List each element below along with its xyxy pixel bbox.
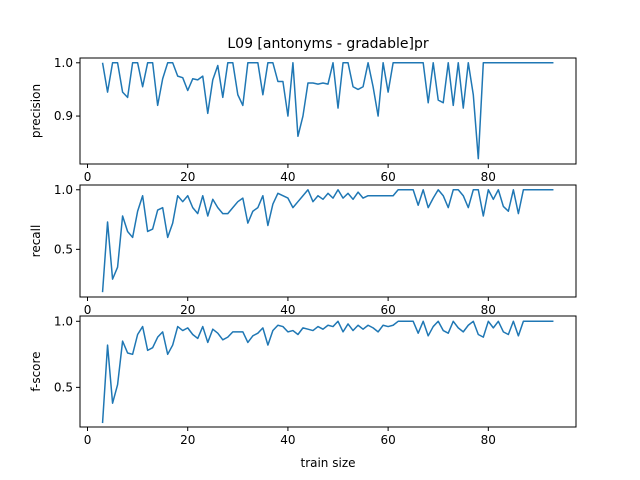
x-tick-label: 60 — [380, 433, 395, 447]
panel-recall: 0 20 40 60 80 0.5 1.0 recall — [29, 183, 577, 317]
y-axis-label-recall: recall — [29, 225, 43, 258]
y-tick-label: 1.0 — [54, 56, 73, 70]
panel-f-score: 0 20 40 60 80 0.5 1.0 f-score — [29, 314, 577, 447]
series-line-precision — [101, 62, 554, 160]
y-tick-label: 1.0 — [54, 314, 73, 328]
x-tick-label: 0 — [84, 433, 92, 447]
panel-precision: 0 20 40 60 80 0.9 1.0 precision — [29, 56, 577, 184]
x-tick-label: 20 — [180, 170, 195, 184]
x-tick-label: 40 — [280, 170, 295, 184]
y-axis-label-f-score: f-score — [29, 351, 43, 391]
axes-frame-recall — [79, 184, 577, 298]
x-axis-label: train size — [300, 456, 355, 470]
x-tick-label: 20 — [180, 433, 195, 447]
series-line-f-score — [101, 320, 554, 424]
x-tick-label: 40 — [280, 303, 295, 317]
chart-title: L09 [antonyms - gradable]pr — [227, 36, 429, 52]
x-tick-label: 20 — [180, 303, 195, 317]
chart-panels: 0 20 40 60 80 0.9 1.0 precision 0 20 40 60 80 0.5 1.0 r… — [29, 56, 577, 447]
y-tick-label: 0.5 — [54, 242, 73, 256]
x-tick-label: 0 — [84, 303, 92, 317]
y-tick-label: 1.0 — [54, 183, 73, 197]
x-tick-label: 60 — [380, 170, 395, 184]
axes-frame-f-score — [79, 315, 577, 428]
x-tick-label: 60 — [380, 303, 395, 317]
axes-frame-precision — [79, 57, 577, 165]
x-tick-label: 40 — [280, 433, 295, 447]
x-tick-label: 80 — [481, 170, 496, 184]
series-line-recall — [101, 189, 554, 293]
y-tick-label: 0.9 — [54, 109, 73, 123]
x-tick-label: 80 — [481, 433, 496, 447]
y-axis-label-precision: precision — [29, 84, 43, 138]
y-tick-label: 0.5 — [54, 380, 73, 394]
x-tick-label: 80 — [481, 303, 496, 317]
x-tick-label: 0 — [84, 170, 92, 184]
